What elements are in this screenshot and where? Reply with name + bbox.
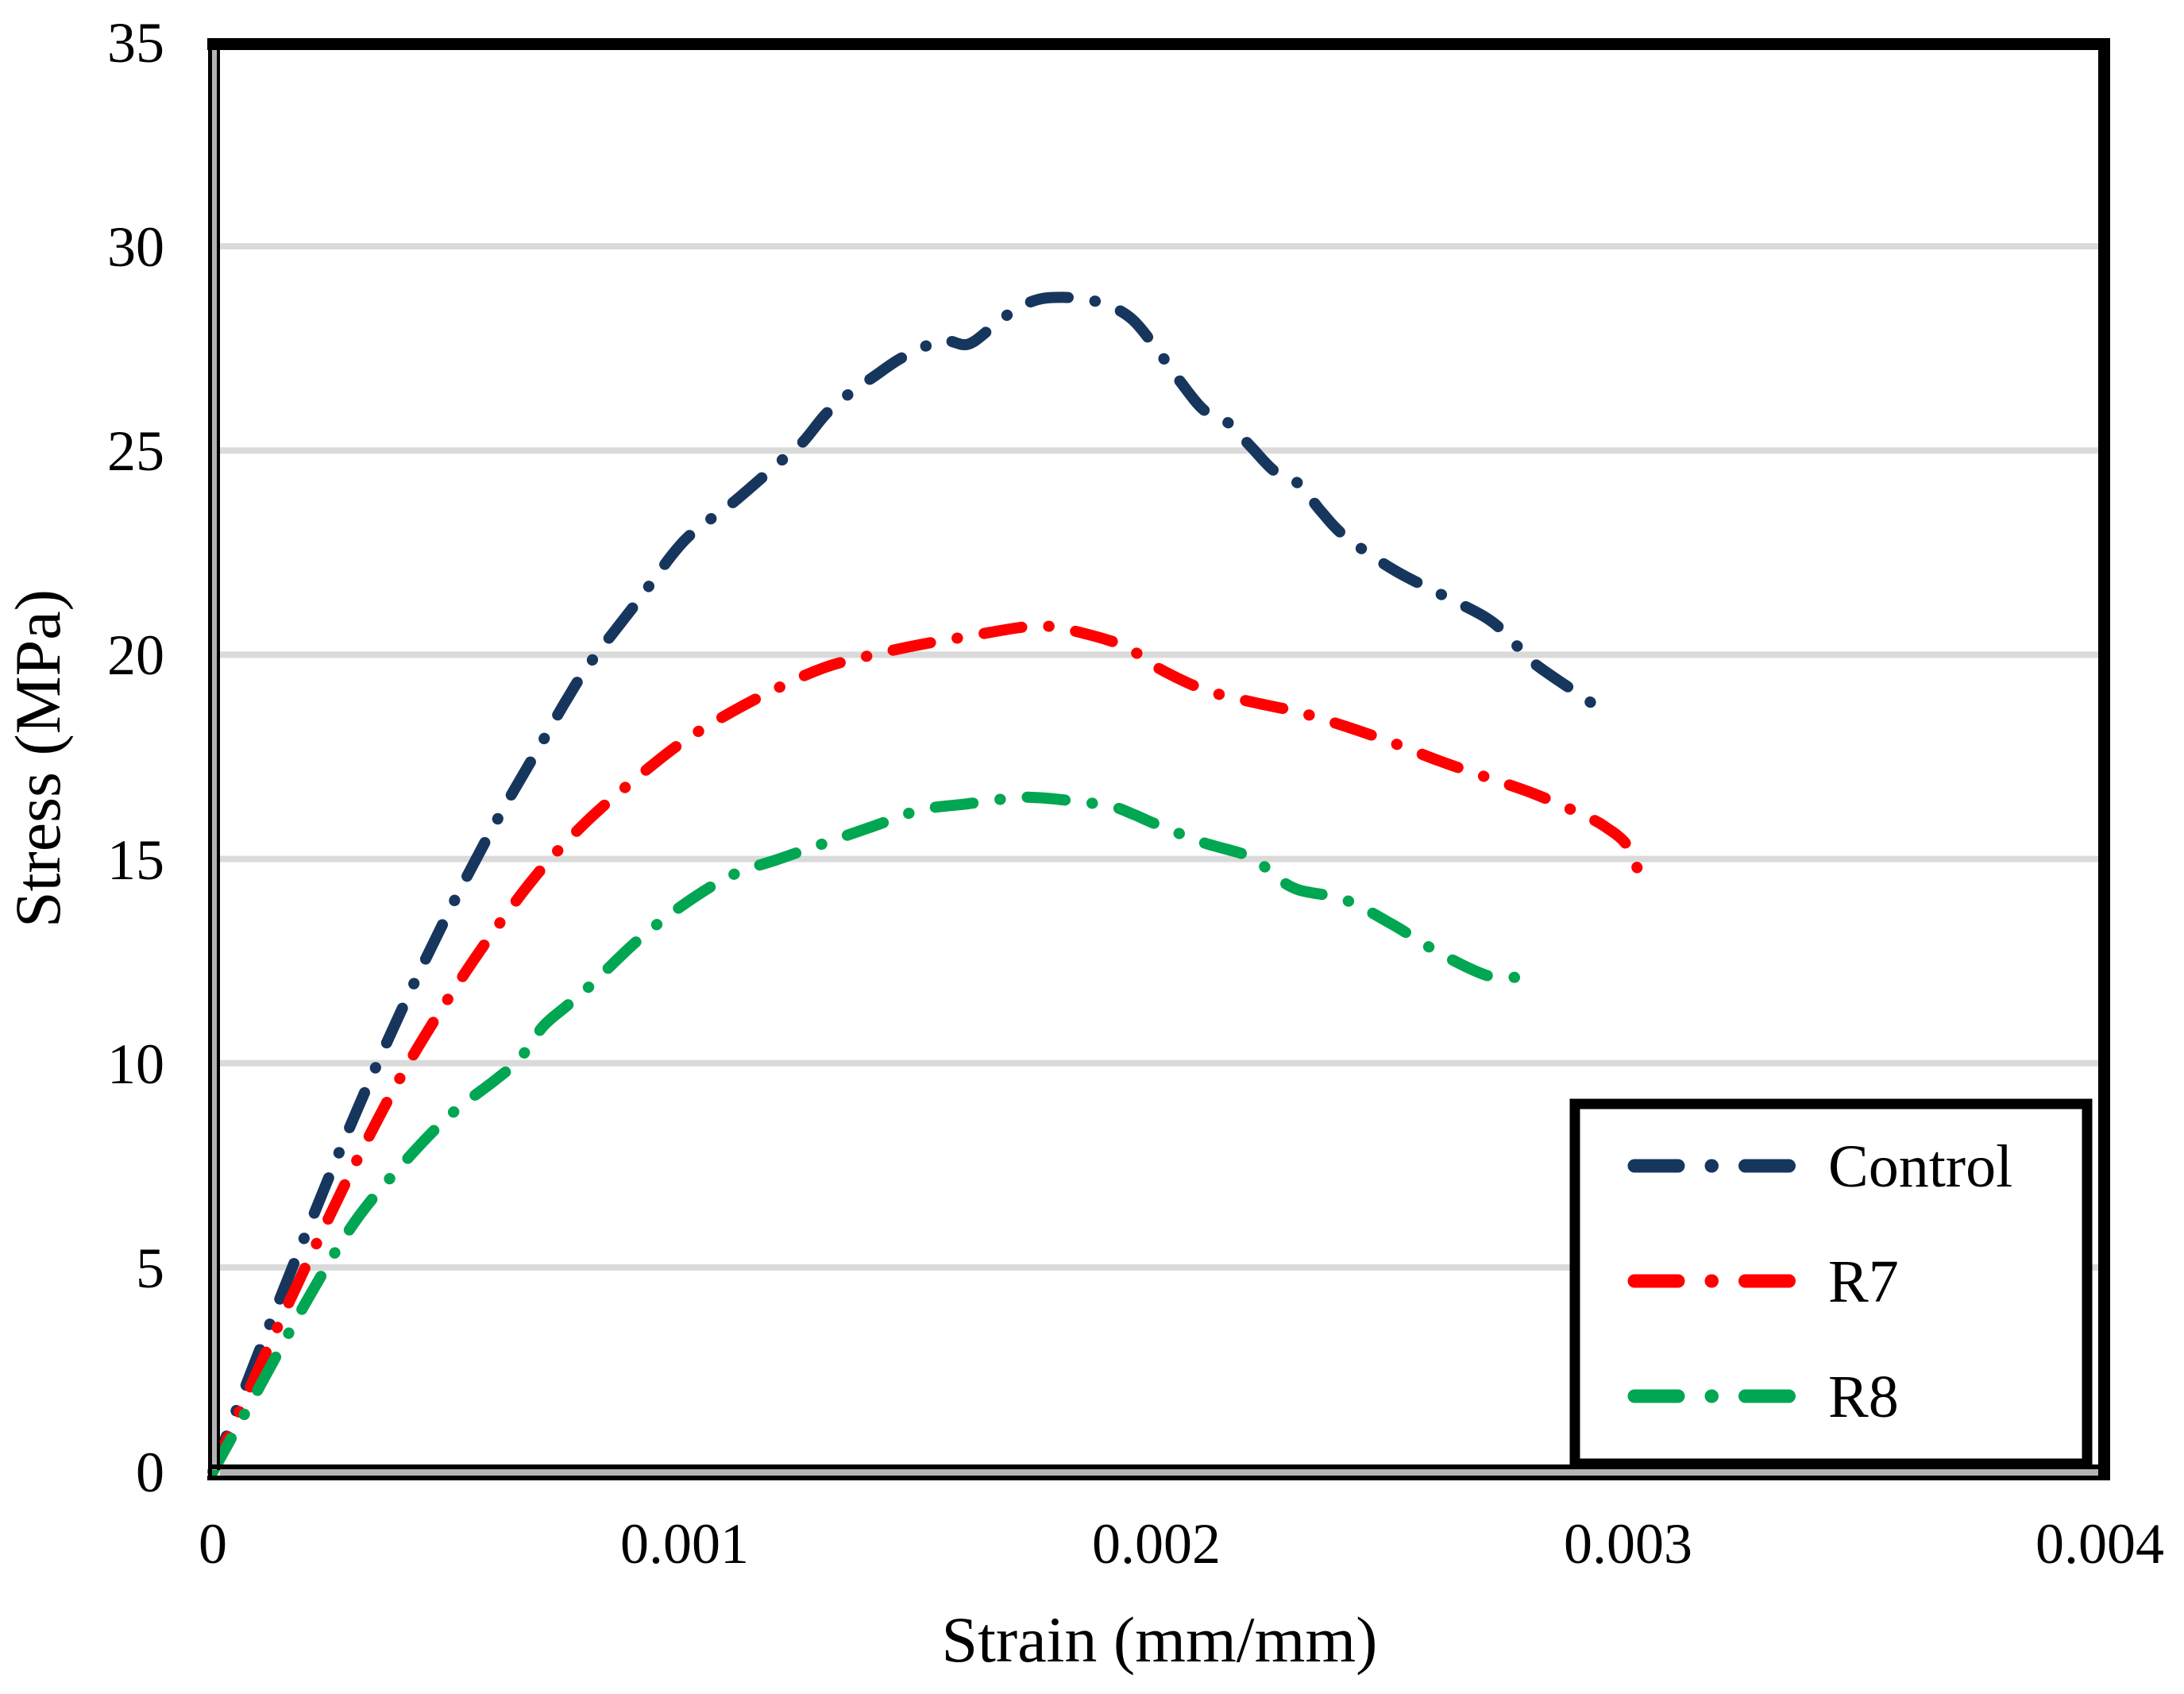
gridline-y-25 bbox=[220, 447, 2098, 454]
y-tick-label-20: 20 bbox=[107, 623, 164, 687]
legend-item-control: Control bbox=[1627, 1133, 2012, 1200]
y-tick-label-5: 5 bbox=[136, 1237, 164, 1300]
x-tick-label-0.002: 0.002 bbox=[1092, 1512, 1221, 1576]
x-axis-tick-labels: 0 0.001 0.002 0.003 0.004 bbox=[199, 1512, 2164, 1576]
y-tick-label-10: 10 bbox=[107, 1032, 164, 1096]
gridline-y-20 bbox=[220, 651, 2098, 658]
y-axis-title: Stress (MPa) bbox=[2, 589, 74, 928]
x-axis-line bbox=[208, 1464, 2109, 1469]
gridline-y-30 bbox=[220, 243, 2098, 250]
legend-label-r7: R7 bbox=[1828, 1248, 1899, 1315]
legend-item-r7: R7 bbox=[1627, 1248, 1899, 1315]
plot-frame bbox=[207, 38, 2110, 1480]
x-axis-shadow bbox=[220, 1469, 2098, 1476]
series-line-r8 bbox=[207, 791, 1521, 1477]
x-axis-title: Strain (mm/mm) bbox=[942, 1603, 1378, 1676]
series-line-r7 bbox=[207, 620, 1648, 1477]
gridline-y-10 bbox=[220, 1059, 2098, 1067]
plot-border-top bbox=[207, 38, 2110, 50]
y-axis-line-inner bbox=[217, 50, 220, 1470]
series-layer bbox=[207, 291, 1648, 1477]
y-axis-shadow bbox=[212, 50, 217, 1470]
gridline-y-5 bbox=[220, 1264, 2098, 1271]
y-tick-label-30: 30 bbox=[107, 215, 164, 279]
y-tick-label-25: 25 bbox=[107, 419, 164, 483]
legend-label-r8: R8 bbox=[1828, 1364, 1899, 1430]
series-line-control bbox=[207, 291, 1611, 1477]
x-axis-line-outer bbox=[207, 1476, 2110, 1480]
legend-label-control: Control bbox=[1828, 1133, 2012, 1200]
legend-item-r8: R8 bbox=[1627, 1364, 1899, 1430]
x-tick-label-0.004: 0.004 bbox=[2035, 1512, 2164, 1576]
x-tick-label-0.003: 0.003 bbox=[1564, 1512, 1692, 1576]
y-tick-label-15: 15 bbox=[107, 828, 164, 892]
x-tick-label-0.001: 0.001 bbox=[620, 1512, 749, 1576]
gridlines bbox=[220, 243, 2098, 1271]
y-tick-label-35: 35 bbox=[107, 11, 164, 75]
x-tick-label-0: 0 bbox=[199, 1512, 227, 1576]
gridline-y-15 bbox=[220, 855, 2098, 862]
legend: Control R7 R8 bbox=[1569, 1098, 2093, 1469]
y-axis-tick-labels: 0 5 10 15 20 25 30 35 bbox=[107, 11, 164, 1504]
y-axis-line bbox=[208, 38, 212, 1480]
plot-border-right bbox=[2098, 38, 2110, 1480]
y-tick-label-0: 0 bbox=[136, 1441, 164, 1504]
